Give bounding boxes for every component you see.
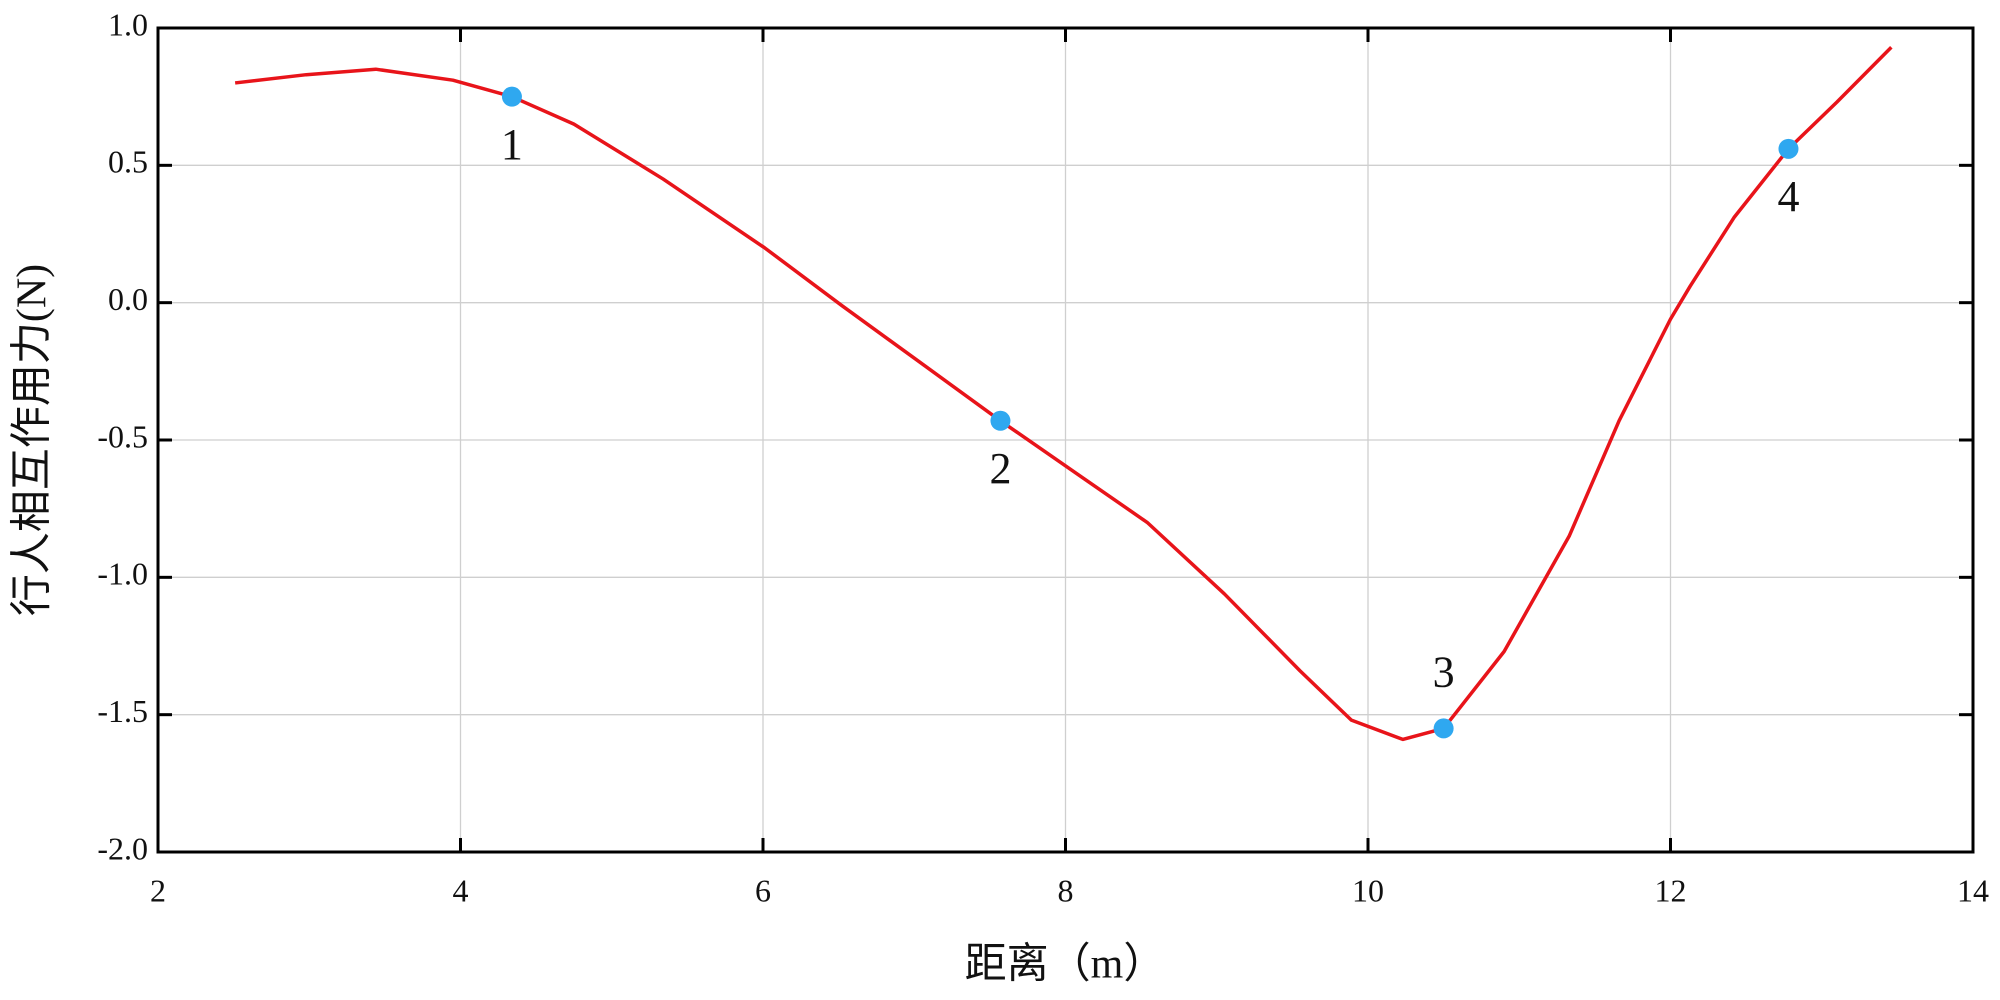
- marker-point: [1778, 138, 1799, 159]
- x-tick-label: 14: [1957, 872, 1989, 908]
- x-tick-label: 8: [1058, 872, 1074, 908]
- x-tick-label: 12: [1655, 872, 1687, 908]
- x-axis-title: 距离（m）: [965, 941, 1166, 988]
- y-tick-label: -0.5: [97, 418, 148, 454]
- point-label: 3: [1433, 647, 1455, 696]
- point-label: 4: [1777, 172, 1799, 221]
- y-axis-title: 行人相互作用力(N): [10, 264, 56, 616]
- point-label: 1: [501, 120, 523, 169]
- x-tick-label: 10: [1352, 872, 1384, 908]
- marker-point: [501, 86, 522, 107]
- y-tick-label: 0.0: [108, 281, 148, 317]
- x-tick-label: 2: [150, 872, 166, 908]
- y-tick-label: 0.5: [108, 144, 148, 180]
- force-curve: [234, 45, 1893, 742]
- y-tick-label: 1.0: [108, 6, 148, 42]
- point-label: 2: [989, 444, 1011, 493]
- marker-point: [1433, 718, 1454, 739]
- y-tick-label: -1.5: [97, 693, 148, 729]
- y-tick-label: -2.0: [97, 830, 148, 866]
- y-tick-label: -1.0: [97, 556, 148, 592]
- plot-frame: [156, 26, 1975, 854]
- x-tick-label: 4: [453, 872, 469, 908]
- marker-point: [990, 410, 1011, 431]
- x-tick-label: 6: [755, 872, 771, 908]
